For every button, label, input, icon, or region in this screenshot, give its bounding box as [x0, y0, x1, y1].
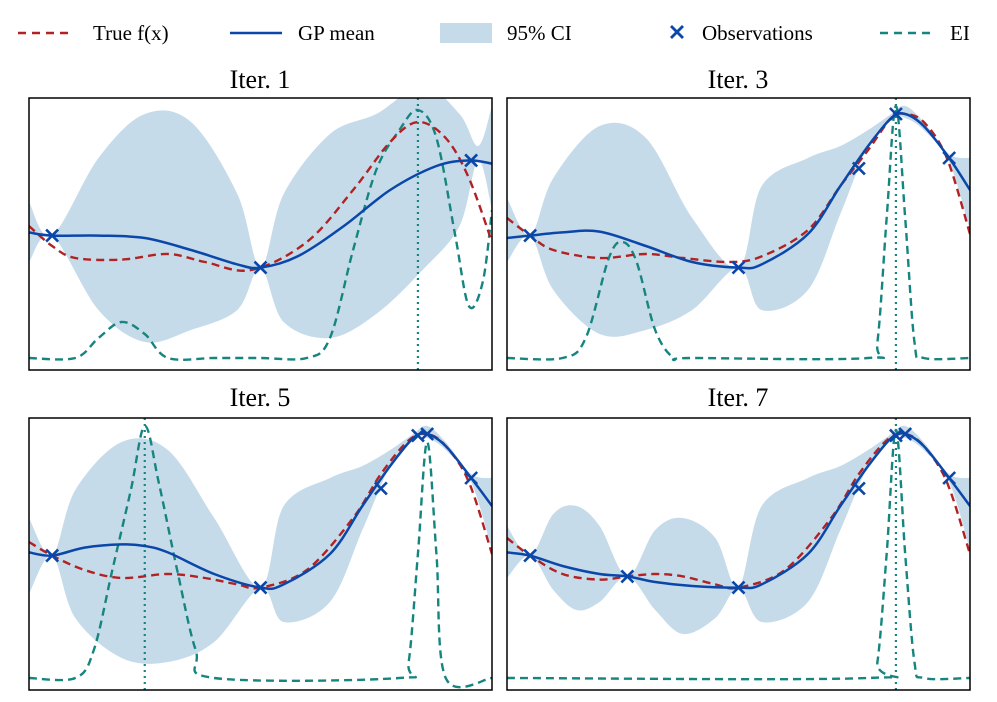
gp-mean-curve	[507, 112, 970, 270]
legend-ci-label: 95% CI	[507, 21, 572, 45]
observation-stroke	[731, 580, 746, 595]
plot-area	[507, 418, 970, 690]
observation-stroke	[373, 481, 388, 496]
plot-area	[29, 418, 492, 690]
observation-stroke	[620, 569, 635, 584]
subplot-title: Iter. 3	[708, 65, 769, 94]
observation-stroke	[45, 228, 60, 243]
observation-stroke	[889, 428, 903, 443]
observation-marker	[45, 228, 60, 243]
axes-frame	[506, 417, 971, 691]
observation-marker	[464, 471, 479, 485]
axes-frame	[28, 97, 493, 371]
ci-band	[507, 425, 970, 635]
subplot-title: Iter. 5	[230, 383, 291, 412]
observation-stroke	[253, 260, 268, 275]
observation-marker	[851, 481, 866, 496]
observation-stroke	[851, 481, 866, 496]
subplot-title: Iter. 1	[230, 65, 291, 94]
observation-marker	[420, 427, 435, 441]
observation-marker	[889, 107, 903, 121]
observation-stroke	[523, 228, 538, 243]
axes-frame	[28, 417, 493, 691]
observation-stroke	[45, 548, 60, 563]
legend-observations-label: Observations	[702, 21, 813, 45]
gp-mean-curve	[507, 432, 970, 590]
observation-stroke	[253, 580, 268, 595]
observation-stroke	[420, 427, 435, 441]
observation-marker	[942, 151, 957, 165]
subplot-title: Iter. 7	[708, 383, 769, 412]
observation-marker	[942, 471, 957, 485]
legend-ci-swatch	[440, 23, 492, 43]
observation-stroke	[411, 428, 425, 443]
ei-curve	[507, 104, 970, 362]
observation-stroke	[731, 260, 746, 275]
observation-marker	[731, 580, 746, 595]
observation-stroke	[464, 471, 479, 485]
true-fx-curve	[29, 120, 492, 272]
observation-stroke	[851, 161, 866, 176]
observation-marker	[523, 548, 538, 563]
plot-area	[507, 98, 970, 370]
observation-marker	[45, 548, 60, 563]
observation-marker	[731, 260, 746, 275]
legend-observations-marker	[670, 25, 684, 39]
gp-mean-curve	[29, 432, 492, 591]
legend-gp-mean-label: GP mean	[298, 21, 375, 45]
observation-stroke	[898, 427, 913, 441]
observation-marker	[898, 427, 913, 441]
observation-marker	[253, 260, 268, 275]
observation-stroke	[889, 107, 903, 121]
plot-area	[29, 98, 492, 370]
observation-stroke	[523, 548, 538, 563]
observation-marker	[373, 481, 388, 496]
true-fx-curve	[507, 112, 970, 264]
subplot-iter-5: Iter. 5	[28, 383, 493, 691]
subplot-iter-7: Iter. 7	[506, 383, 971, 691]
observation-marker	[851, 161, 866, 176]
axes-frame	[506, 97, 971, 371]
observation-stroke	[464, 153, 479, 168]
ci-band	[507, 105, 970, 337]
observation-marker	[620, 569, 635, 584]
observation-marker	[253, 580, 268, 595]
observation-stroke	[942, 151, 957, 165]
observation-marker	[523, 228, 538, 243]
observation-stroke	[942, 471, 957, 485]
legend-true-fx-label: True f(x)	[93, 21, 169, 45]
ci-band	[29, 98, 492, 343]
subplot-iter-3: Iter. 3	[506, 65, 971, 371]
ei-curve	[29, 108, 492, 361]
subplot-iter-1: Iter. 1	[28, 65, 493, 371]
observation-marker	[464, 153, 479, 168]
ei-curve	[29, 424, 492, 689]
legend: True f(x) GP mean 95% CI Observations EI	[18, 21, 970, 45]
legend-ei-label: EI	[950, 21, 970, 45]
ei-curve	[507, 428, 970, 681]
